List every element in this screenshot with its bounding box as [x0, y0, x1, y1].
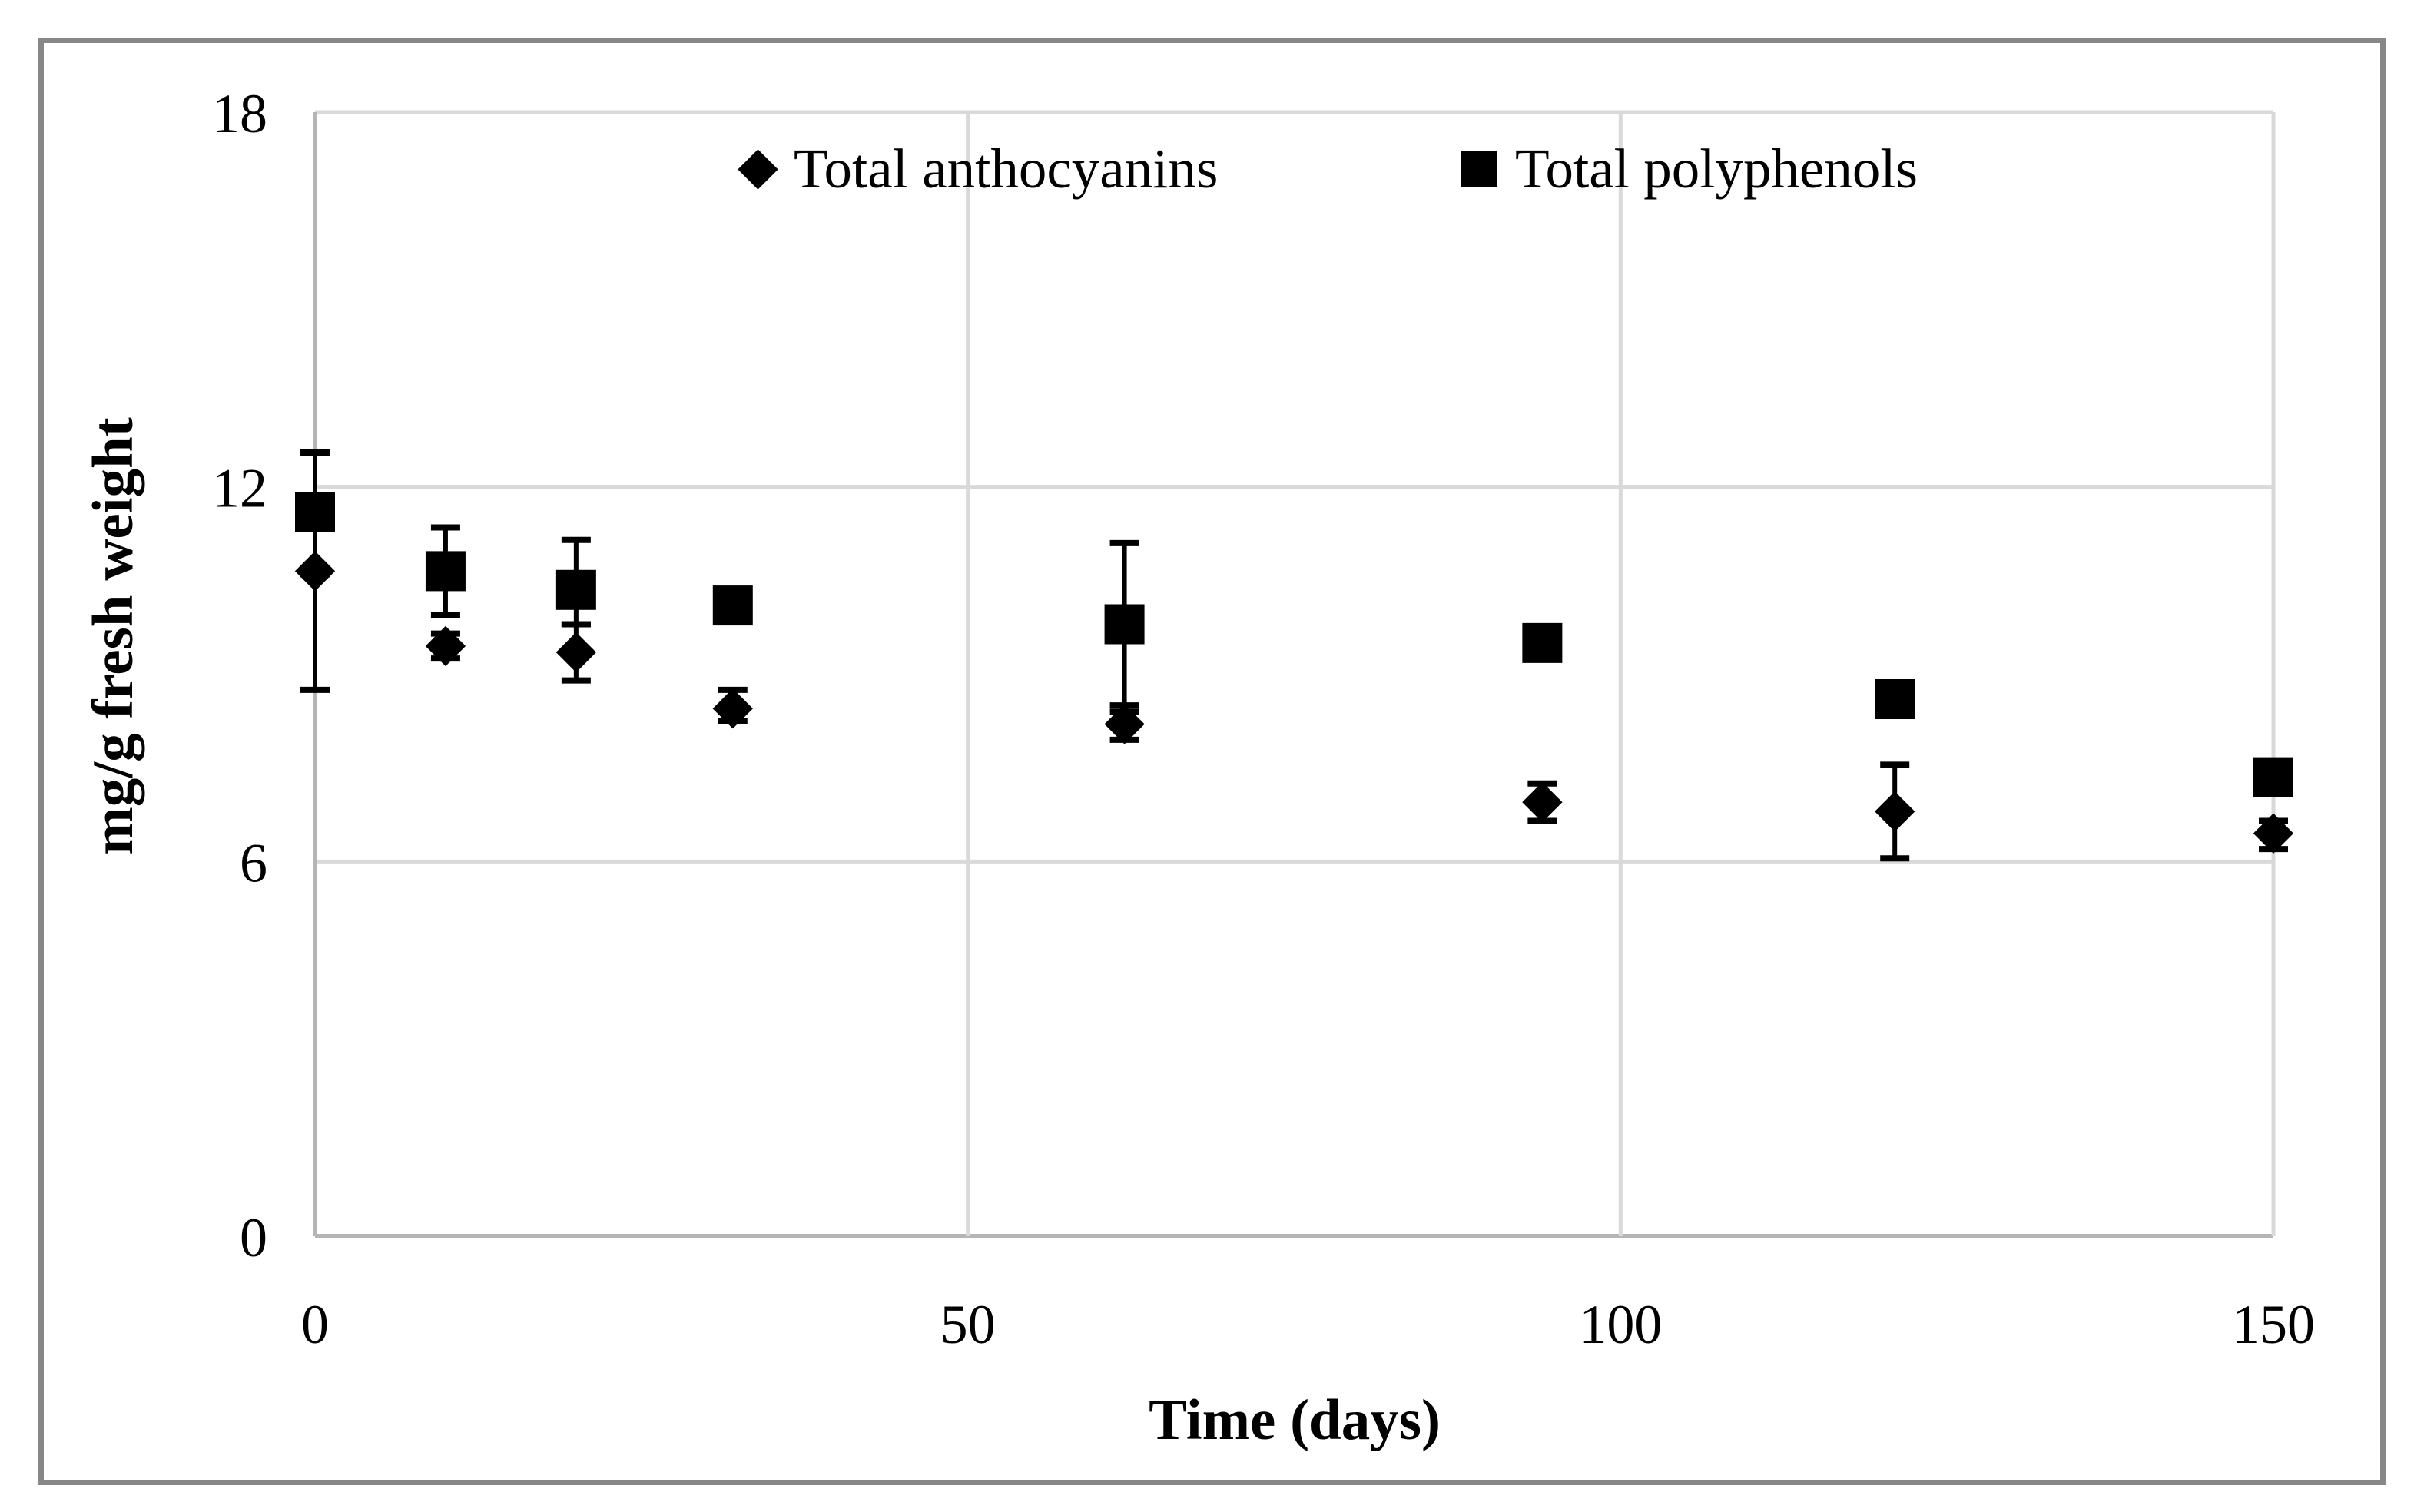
data-point-diamond [712, 688, 753, 729]
square-marker-icon [1461, 151, 1497, 187]
legend-item-anthocyanins: Total anthocyanins [737, 138, 1218, 200]
data-point-square [295, 492, 335, 532]
data-point-diamond [1522, 781, 1563, 823]
figure-frame [38, 38, 2386, 1485]
data-point-square [425, 551, 466, 592]
x-tick-label: 100 [1579, 1294, 1662, 1355]
x-tick-label: 50 [940, 1294, 996, 1355]
x-tick-label: 0 [301, 1294, 329, 1355]
data-point-diamond [555, 632, 597, 673]
data-point-diamond [294, 551, 336, 592]
data-point-square [1522, 622, 1563, 663]
data-point-square [2253, 757, 2293, 797]
data-point-diamond [2253, 813, 2294, 854]
diamond-marker-icon [737, 148, 778, 190]
x-tick-label: 150 [2232, 1294, 2315, 1355]
y-tick-label: 0 [240, 1207, 267, 1268]
data-point-square [1875, 679, 1915, 720]
data-point-square [1104, 604, 1145, 645]
y-tick-label: 6 [240, 832, 267, 894]
legend-label-anthocyanins: Total anthocyanins [794, 138, 1219, 200]
data-point-diamond [1104, 704, 1145, 744]
x-axis-title: Time (days) [1149, 1388, 1441, 1452]
y-tick-label: 12 [212, 458, 267, 519]
data-point-square [555, 569, 596, 610]
legend-label-polyphenols: Total polyphenols [1515, 138, 1918, 200]
y-tick-label: 18 [212, 83, 267, 144]
y-axis-title: mg/g fresh weight [81, 417, 145, 855]
legend-glyph-box [737, 148, 778, 190]
data-point-diamond [1875, 791, 1915, 832]
legend-glyph-box [1459, 149, 1499, 189]
data-point-diamond [425, 625, 466, 667]
legend-item-polyphenols: Total polyphenols [1459, 138, 1918, 200]
data-point-square [712, 585, 753, 626]
